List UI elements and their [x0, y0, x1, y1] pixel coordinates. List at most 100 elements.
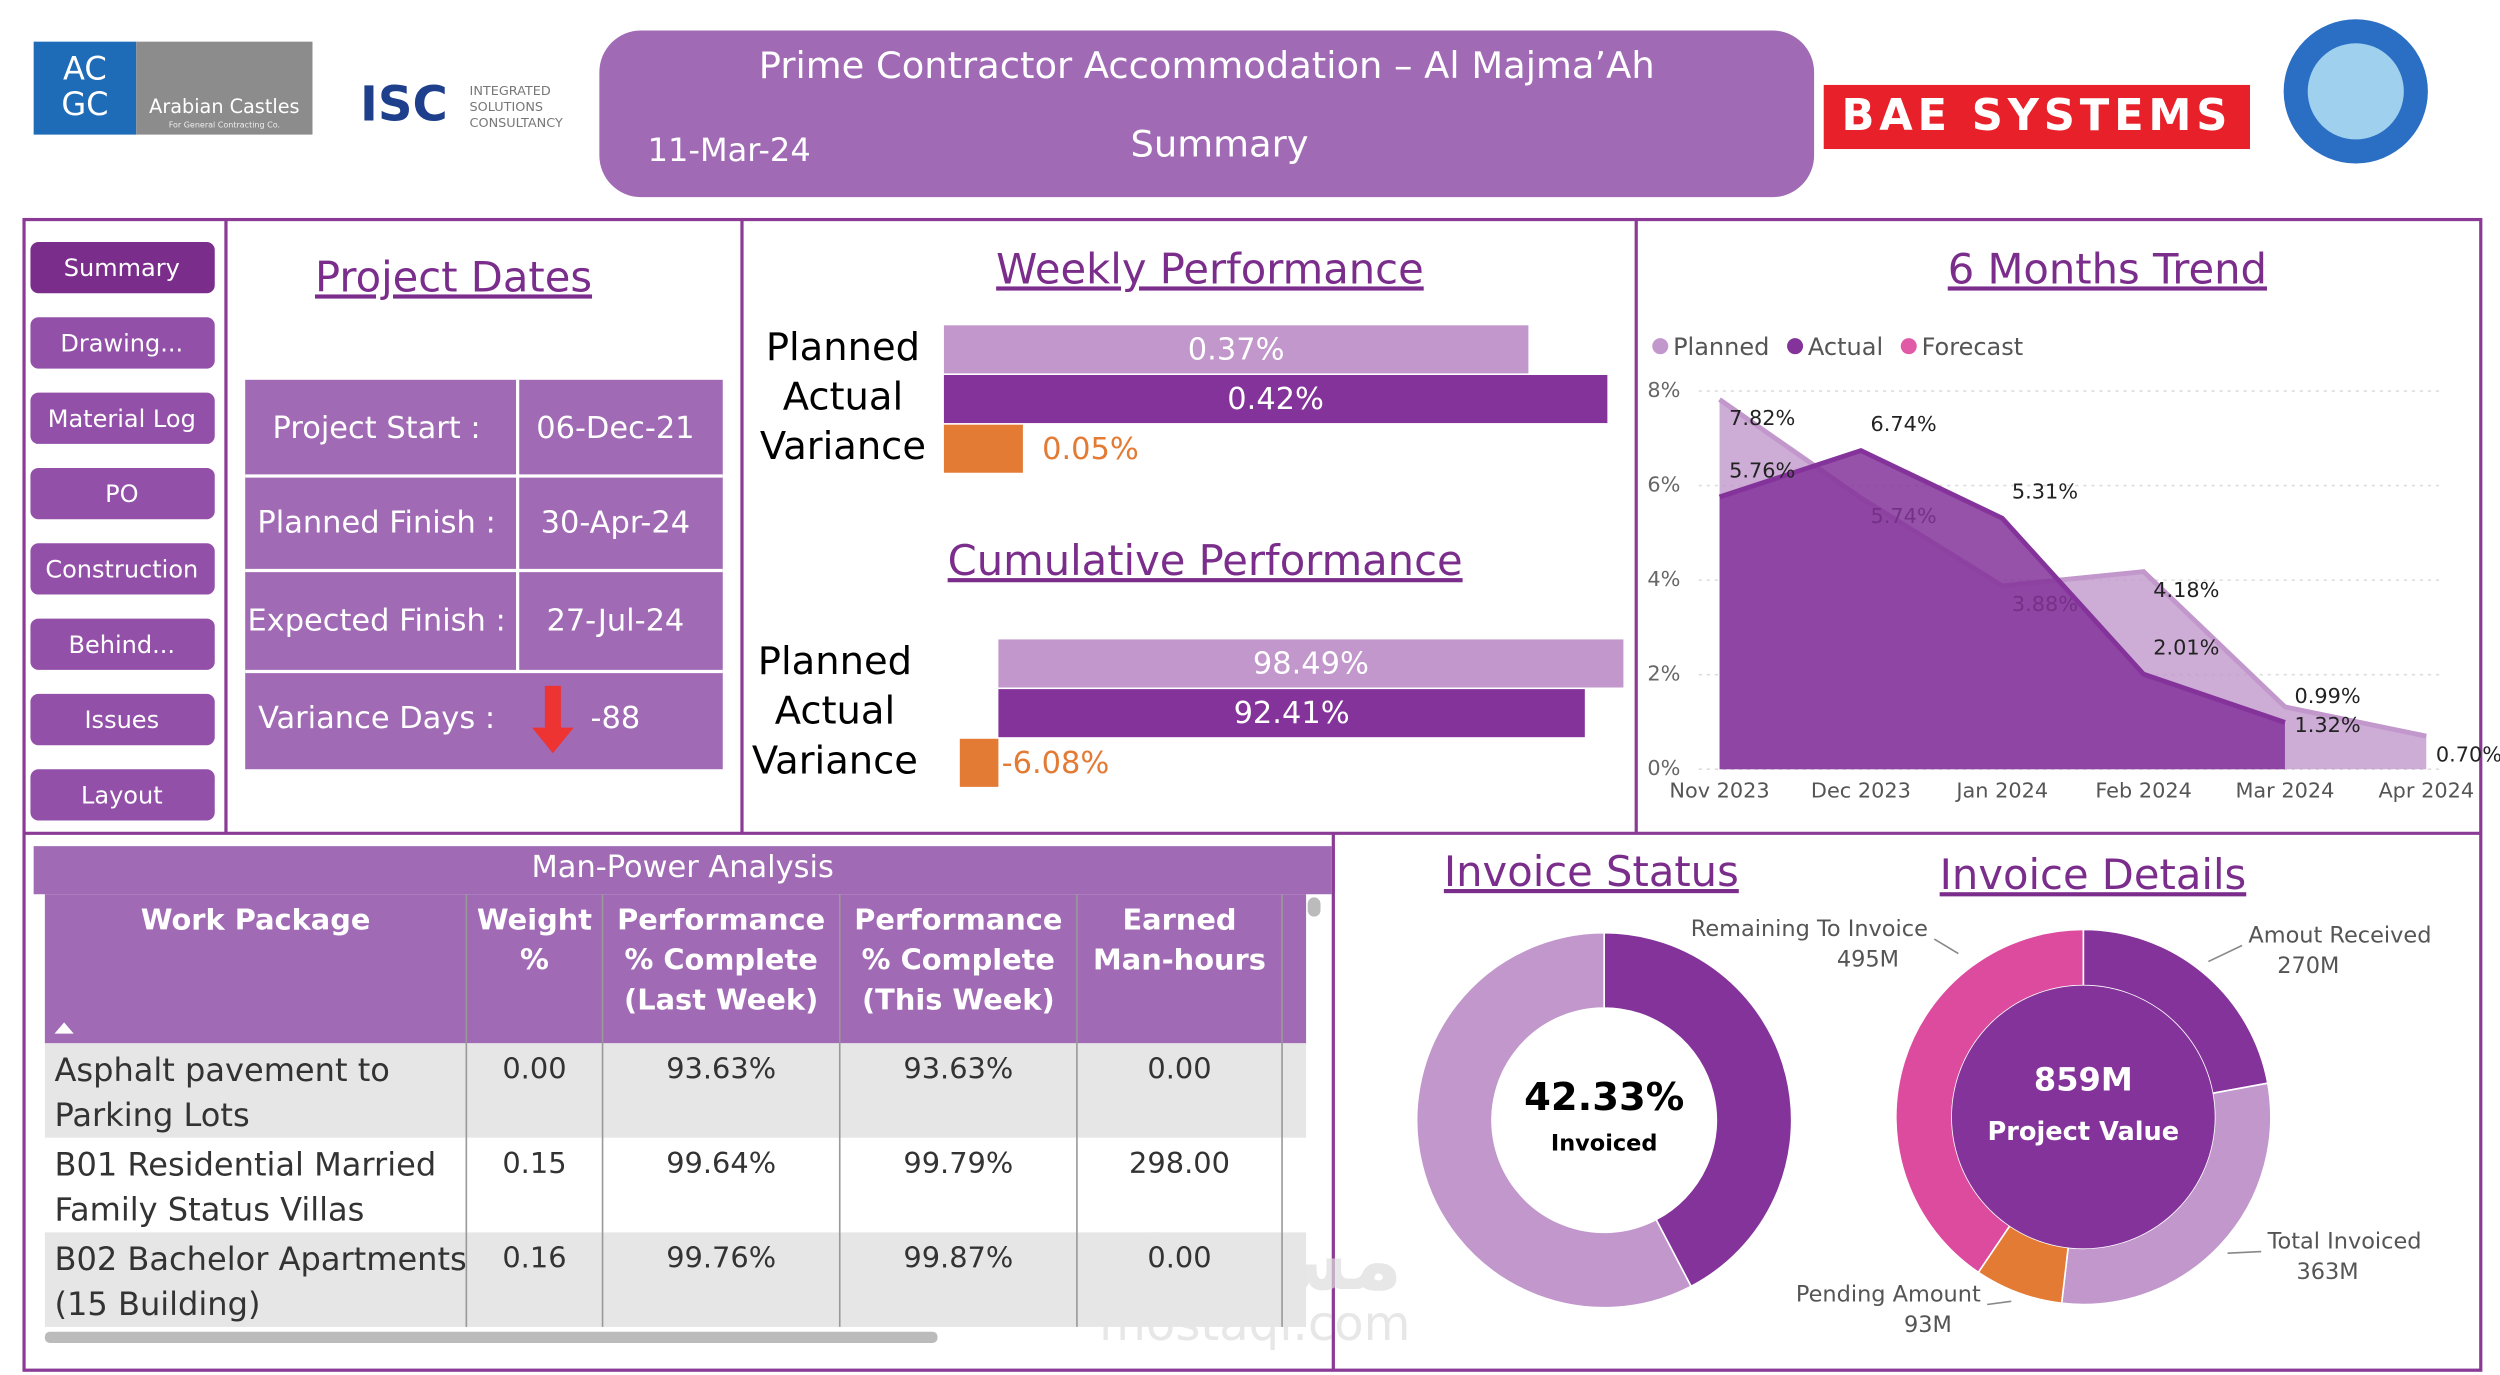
nav-label[interactable]: Construction: [45, 556, 198, 584]
nav-button[interactable]: [30, 241, 215, 294]
page-title: Prime Contractor Accommodation – Al Majm…: [759, 44, 1655, 87]
nav-button[interactable]: [30, 392, 215, 444]
x-tick-label: Feb 2024: [2095, 779, 2192, 803]
leader-line: [2227, 1250, 2262, 1255]
bae-text: BAE SYSTEMS: [1841, 91, 2232, 141]
leader-line: [1933, 938, 1959, 955]
cell-value: 0.00: [1147, 1241, 1211, 1275]
nav-label[interactable]: Drawing...: [60, 330, 183, 358]
chart-title: Invoice Details: [1940, 850, 2247, 899]
center-value: 859M: [2034, 1061, 2133, 1099]
bar-category: Actual: [775, 689, 895, 734]
isc-line: SOLUTIONS: [470, 100, 544, 115]
date-value: 27-Jul-24: [546, 603, 684, 638]
cell-value: 99.87%: [903, 1241, 1013, 1275]
cell-value: 99.76%: [666, 1241, 776, 1275]
legend-label: Forecast: [1922, 333, 2024, 361]
isc-text: ISC: [360, 76, 448, 132]
line: [1718, 448, 2286, 725]
nav-label[interactable]: Issues: [84, 706, 159, 734]
cell-value: 0.00: [502, 1052, 566, 1086]
nav-button[interactable]: [30, 618, 215, 670]
down-arrow: [532, 685, 574, 754]
slice-name: Amout Received: [2248, 922, 2431, 948]
table-header: [44, 894, 1307, 1044]
column-header: Performance: [854, 902, 1062, 936]
emblem-inner: [2307, 43, 2404, 140]
nav-button[interactable]: [30, 769, 215, 821]
bar-category: Variance: [760, 424, 926, 469]
date-label: Project Start :: [273, 411, 481, 446]
nav-label[interactable]: Behind...: [69, 631, 176, 659]
bae-logo: [1823, 84, 2250, 150]
bar: [998, 689, 1585, 738]
column-header: % Complete: [862, 943, 1055, 977]
x-tick-label: Mar 2024: [2235, 779, 2334, 803]
chart-title: Invoice Status: [1444, 847, 1739, 896]
nav-button[interactable]: [30, 543, 215, 595]
isc-line: CONSULTANCY: [470, 116, 563, 131]
cell-text: B02 Bachelor Apartments: [54, 1240, 466, 1278]
sort-arrow: [54, 1022, 74, 1034]
leader-line: [1987, 1300, 2012, 1306]
cell-value: 99.64%: [666, 1146, 776, 1180]
cell-value: 298.00: [1129, 1146, 1230, 1180]
nav-label[interactable]: PO: [105, 480, 138, 508]
center-disc: [1951, 985, 2215, 1249]
bar-label: 0.42%: [1227, 382, 1324, 417]
data-label: 1.32%: [2295, 713, 2361, 737]
arabian-logo: [136, 41, 313, 135]
slice-value: 93M: [1904, 1312, 1952, 1338]
cell-value: 0.15: [502, 1146, 566, 1180]
legend-swatch: [1787, 338, 1804, 355]
nav-button[interactable]: [30, 693, 215, 746]
donut-slice: [1415, 931, 1693, 1309]
table-row: [44, 1137, 1307, 1233]
nav-label[interactable]: Material Log: [48, 405, 196, 433]
data-label: 6.74%: [1871, 412, 1937, 436]
column-header: % Complete: [624, 943, 817, 977]
legend-label: Actual: [1808, 333, 1883, 361]
dates-dividers: [245, 379, 723, 674]
y-tick-label: 8%: [1647, 378, 1680, 402]
column-header: %: [520, 943, 549, 977]
nav-button[interactable]: [30, 317, 215, 369]
data-label: 0.70%: [2436, 742, 2500, 766]
y-tick-label: 0%: [1647, 756, 1680, 780]
x-tick-label: Dec 2023: [1811, 779, 1911, 803]
page-name: Summary: [1131, 122, 1309, 165]
cell-value: 0.00: [1147, 1052, 1211, 1086]
bar-label: -6.08%: [1002, 746, 1110, 781]
arabian-text: Arabian Castles: [149, 95, 299, 118]
column-header: Performance: [617, 902, 825, 936]
y-tick-label: 2%: [1647, 662, 1680, 686]
nav-label[interactable]: Layout: [81, 781, 163, 809]
slice-value: 363M: [2296, 1259, 2358, 1285]
table-title: Man-Power Analysis: [532, 850, 834, 885]
column-header: (Last Week): [624, 983, 818, 1017]
scrollbar-v: [1307, 897, 1321, 917]
date-value: 06-Dec-21: [536, 411, 694, 446]
bar: [943, 375, 1608, 424]
column-header: Work Package: [141, 902, 371, 936]
column-header: Man-hours: [1093, 943, 1266, 977]
column-header: Earned: [1122, 902, 1236, 936]
bar: [998, 639, 1624, 688]
chart-title: Weekly Performance: [996, 244, 1424, 293]
chart-title: 6 Months Trend: [1948, 244, 2267, 293]
donut-slice: [1603, 931, 1793, 1288]
section-title: Project Dates: [315, 252, 592, 301]
cell-value: 93.63%: [903, 1052, 1013, 1086]
donut-slice: [1895, 928, 2085, 1274]
acgc-text: AC: [63, 50, 107, 88]
nav-button[interactable]: [30, 467, 215, 520]
bar: [943, 424, 1023, 473]
nav-label[interactable]: Summary: [64, 254, 180, 282]
data-label: 0.99%: [2295, 684, 2361, 708]
y-tick-label: 4%: [1647, 567, 1680, 591]
cell-value: 99.79%: [903, 1146, 1013, 1180]
bar-category: Planned: [758, 639, 912, 684]
bar: [943, 325, 1529, 374]
table-row: [44, 1232, 1307, 1327]
x-tick-label: Nov 2023: [1669, 779, 1769, 803]
